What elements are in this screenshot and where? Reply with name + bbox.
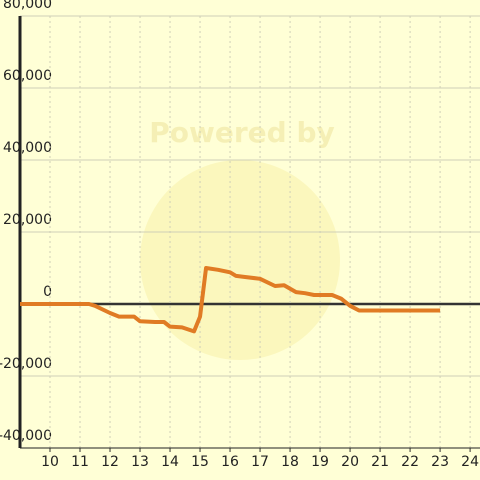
x-tick-label: 23 [431,454,449,470]
x-tick-label: 11 [71,454,89,470]
watermark-logo [140,160,340,360]
x-tick-label: 17 [251,454,269,470]
y-tick-label: 20,000 [3,212,52,228]
x-tick-label: 18 [281,454,299,470]
x-tick-label: 21 [371,454,389,470]
y-tick-label: 0 [43,284,52,300]
x-tick-label: 12 [101,454,119,470]
x-tick-label: 20 [341,454,359,470]
x-tick-label: 24 [461,454,479,470]
y-tick-label: 60,000 [3,68,52,84]
watermark: Powered by [149,116,335,149]
y-tick-label: 40,000 [3,140,52,156]
x-tick-label: 10 [41,454,59,470]
y-tick-label: -20,000 [0,356,52,372]
x-tick-label: 22 [401,454,419,470]
line [20,266,441,334]
x-tick-label: 15 [191,454,209,470]
y-tick-label: -40,000 [0,428,52,444]
x-tick-label: 14 [161,454,179,470]
x-tick-label: 19 [311,454,329,470]
x-tick-label: 16 [221,454,239,470]
y-tick-label: 80,000 [3,0,52,12]
x-tick-label: 13 [131,454,149,470]
